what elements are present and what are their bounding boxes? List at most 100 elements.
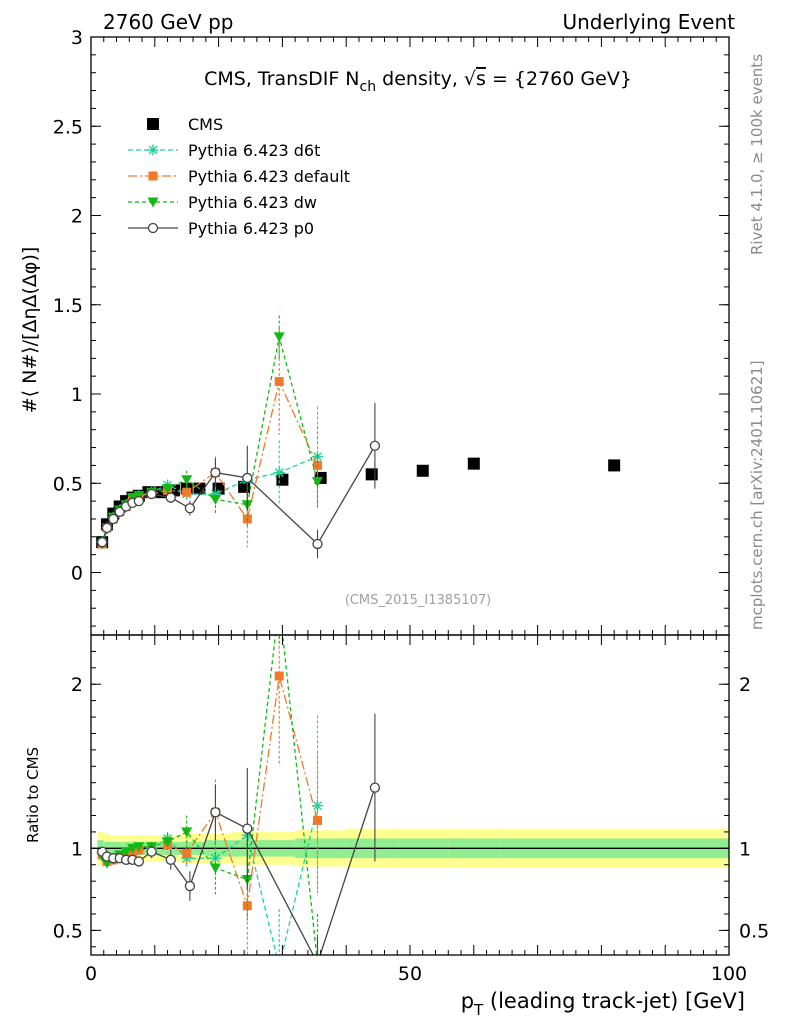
series-pythia-6-423-p0 bbox=[97, 402, 381, 559]
plot-frame bbox=[90, 634, 730, 956]
data-point bbox=[101, 522, 113, 534]
data-point bbox=[165, 854, 176, 865]
data-point bbox=[184, 503, 196, 514]
y-tick-label-right: 1 bbox=[739, 838, 751, 860]
y-axis-label-main: #⟨ N#⟩/[ΔηΔ(Δφ)] bbox=[19, 247, 41, 414]
data-point bbox=[209, 863, 221, 874]
data-point bbox=[312, 538, 323, 550]
y-tick-label-right: 2 bbox=[739, 674, 751, 696]
series-pythia-6-423-dw bbox=[96, 315, 323, 550]
legend-item-pythia-6-423-default: Pythia 6.423 default bbox=[128, 167, 350, 186]
y-tick-label-right: 0.5 bbox=[739, 920, 769, 942]
legend-item-pythia-6-423-dw: Pythia 6.423 dw bbox=[128, 193, 317, 212]
star-stroke bbox=[148, 145, 158, 155]
series-line bbox=[101, 379, 319, 545]
series-line bbox=[101, 455, 318, 543]
plot-frame bbox=[90, 36, 730, 636]
legend: CMS Pythia 6.423 d6t Pythia 6.423 default P… bbox=[128, 115, 350, 238]
data-point bbox=[209, 494, 221, 505]
x-axis-label: pT (leading track-jet) [GeV] bbox=[461, 989, 745, 1019]
data-point bbox=[274, 377, 284, 387]
data-point bbox=[365, 468, 378, 481]
main-title: CMS, TransDIF Nch density, √s = {2760 Ge… bbox=[204, 68, 632, 95]
series-line bbox=[101, 787, 376, 955]
data-point bbox=[416, 464, 429, 477]
data-point bbox=[369, 782, 381, 793]
series-cms bbox=[96, 457, 621, 549]
data-point bbox=[311, 476, 323, 487]
series-pythia-6-423-default bbox=[97, 635, 322, 955]
data-point bbox=[210, 467, 221, 478]
y-tick-label: 1 bbox=[71, 838, 83, 860]
main-panel: 0 0.5 1 1.5 2 2.5 3 bbox=[53, 27, 730, 636]
legend-label: CMS bbox=[188, 115, 223, 134]
star-stroke bbox=[275, 963, 283, 971]
data-point bbox=[181, 827, 193, 838]
data-point bbox=[146, 846, 157, 857]
star-stroke bbox=[275, 963, 283, 971]
data-point bbox=[369, 440, 381, 451]
data-point bbox=[181, 475, 193, 486]
x-tick-label: 0 bbox=[85, 963, 97, 985]
y-tick-label: 2 bbox=[71, 206, 83, 228]
data-point bbox=[108, 513, 119, 525]
data-point bbox=[312, 959, 323, 969]
star-stroke bbox=[313, 801, 322, 811]
header-left: 2760 GeV pp bbox=[103, 10, 234, 34]
data-point bbox=[467, 457, 480, 470]
legend-marker bbox=[147, 197, 159, 208]
data-point bbox=[313, 959, 322, 968]
star-stroke bbox=[274, 468, 284, 477]
series-line bbox=[101, 675, 319, 906]
data-point bbox=[242, 823, 253, 834]
data-point bbox=[274, 671, 284, 681]
legend-marker bbox=[147, 222, 159, 234]
legend-label: Pythia 6.423 d6t bbox=[188, 141, 320, 160]
data-point bbox=[274, 598, 285, 608]
analysis-watermark: (CMS_2015_I1385107) bbox=[345, 593, 492, 608]
y-tick-label: 0.5 bbox=[53, 473, 83, 495]
ratio-panel: 0.5 0.5 1 1 2 2 0 50 100 bbox=[53, 598, 769, 985]
legend-label: Pythia 6.423 dw bbox=[188, 193, 317, 212]
legend-marker bbox=[148, 171, 158, 181]
data-point bbox=[165, 492, 176, 503]
data-point bbox=[97, 537, 108, 548]
data-point bbox=[242, 472, 253, 484]
data-point bbox=[182, 487, 192, 497]
data-point bbox=[146, 488, 157, 500]
mcplots-label: mcplots.cern.ch [arXiv:2401.10621] bbox=[748, 360, 766, 630]
series-pythia-6-423-dw bbox=[96, 598, 323, 969]
x-tick-label: 50 bbox=[398, 963, 422, 985]
legend-marker bbox=[147, 144, 159, 156]
series-pythia-6-423-p0 bbox=[97, 713, 381, 968]
y-tick-label: 3 bbox=[71, 27, 83, 49]
legend-marker bbox=[147, 118, 159, 130]
data-point bbox=[210, 807, 221, 818]
series-pythia-6-423-default bbox=[97, 327, 322, 549]
data-point bbox=[608, 459, 621, 472]
header-right: Underlying Event bbox=[562, 10, 735, 34]
legend-label: Pythia 6.423 default bbox=[188, 167, 350, 186]
data-point bbox=[133, 495, 145, 507]
series-layer bbox=[96, 598, 381, 971]
series-line bbox=[101, 805, 319, 955]
y-axis-label-ratio: Ratio to CMS bbox=[24, 747, 42, 843]
series-layer bbox=[96, 315, 621, 559]
x-tick-label: 100 bbox=[711, 963, 747, 985]
legend-item-pythia-6-423-p0: Pythia 6.423 p0 bbox=[128, 219, 314, 238]
y-tick-label: 0 bbox=[71, 563, 83, 585]
series-pythia-6-423-d6t bbox=[96, 715, 323, 971]
data-point bbox=[184, 880, 196, 892]
data-point bbox=[162, 484, 174, 495]
data-point bbox=[273, 332, 285, 343]
y-tick-label: 0.5 bbox=[53, 920, 83, 942]
data-point bbox=[133, 842, 145, 853]
data-point bbox=[114, 506, 125, 517]
y-tick-label: 1 bbox=[71, 384, 83, 406]
legend-label: Pythia 6.423 p0 bbox=[188, 219, 314, 238]
data-point bbox=[162, 837, 174, 848]
y-tick-label: 2 bbox=[71, 674, 83, 696]
data-point bbox=[126, 843, 138, 854]
y-tick-label: 2.5 bbox=[53, 116, 83, 138]
